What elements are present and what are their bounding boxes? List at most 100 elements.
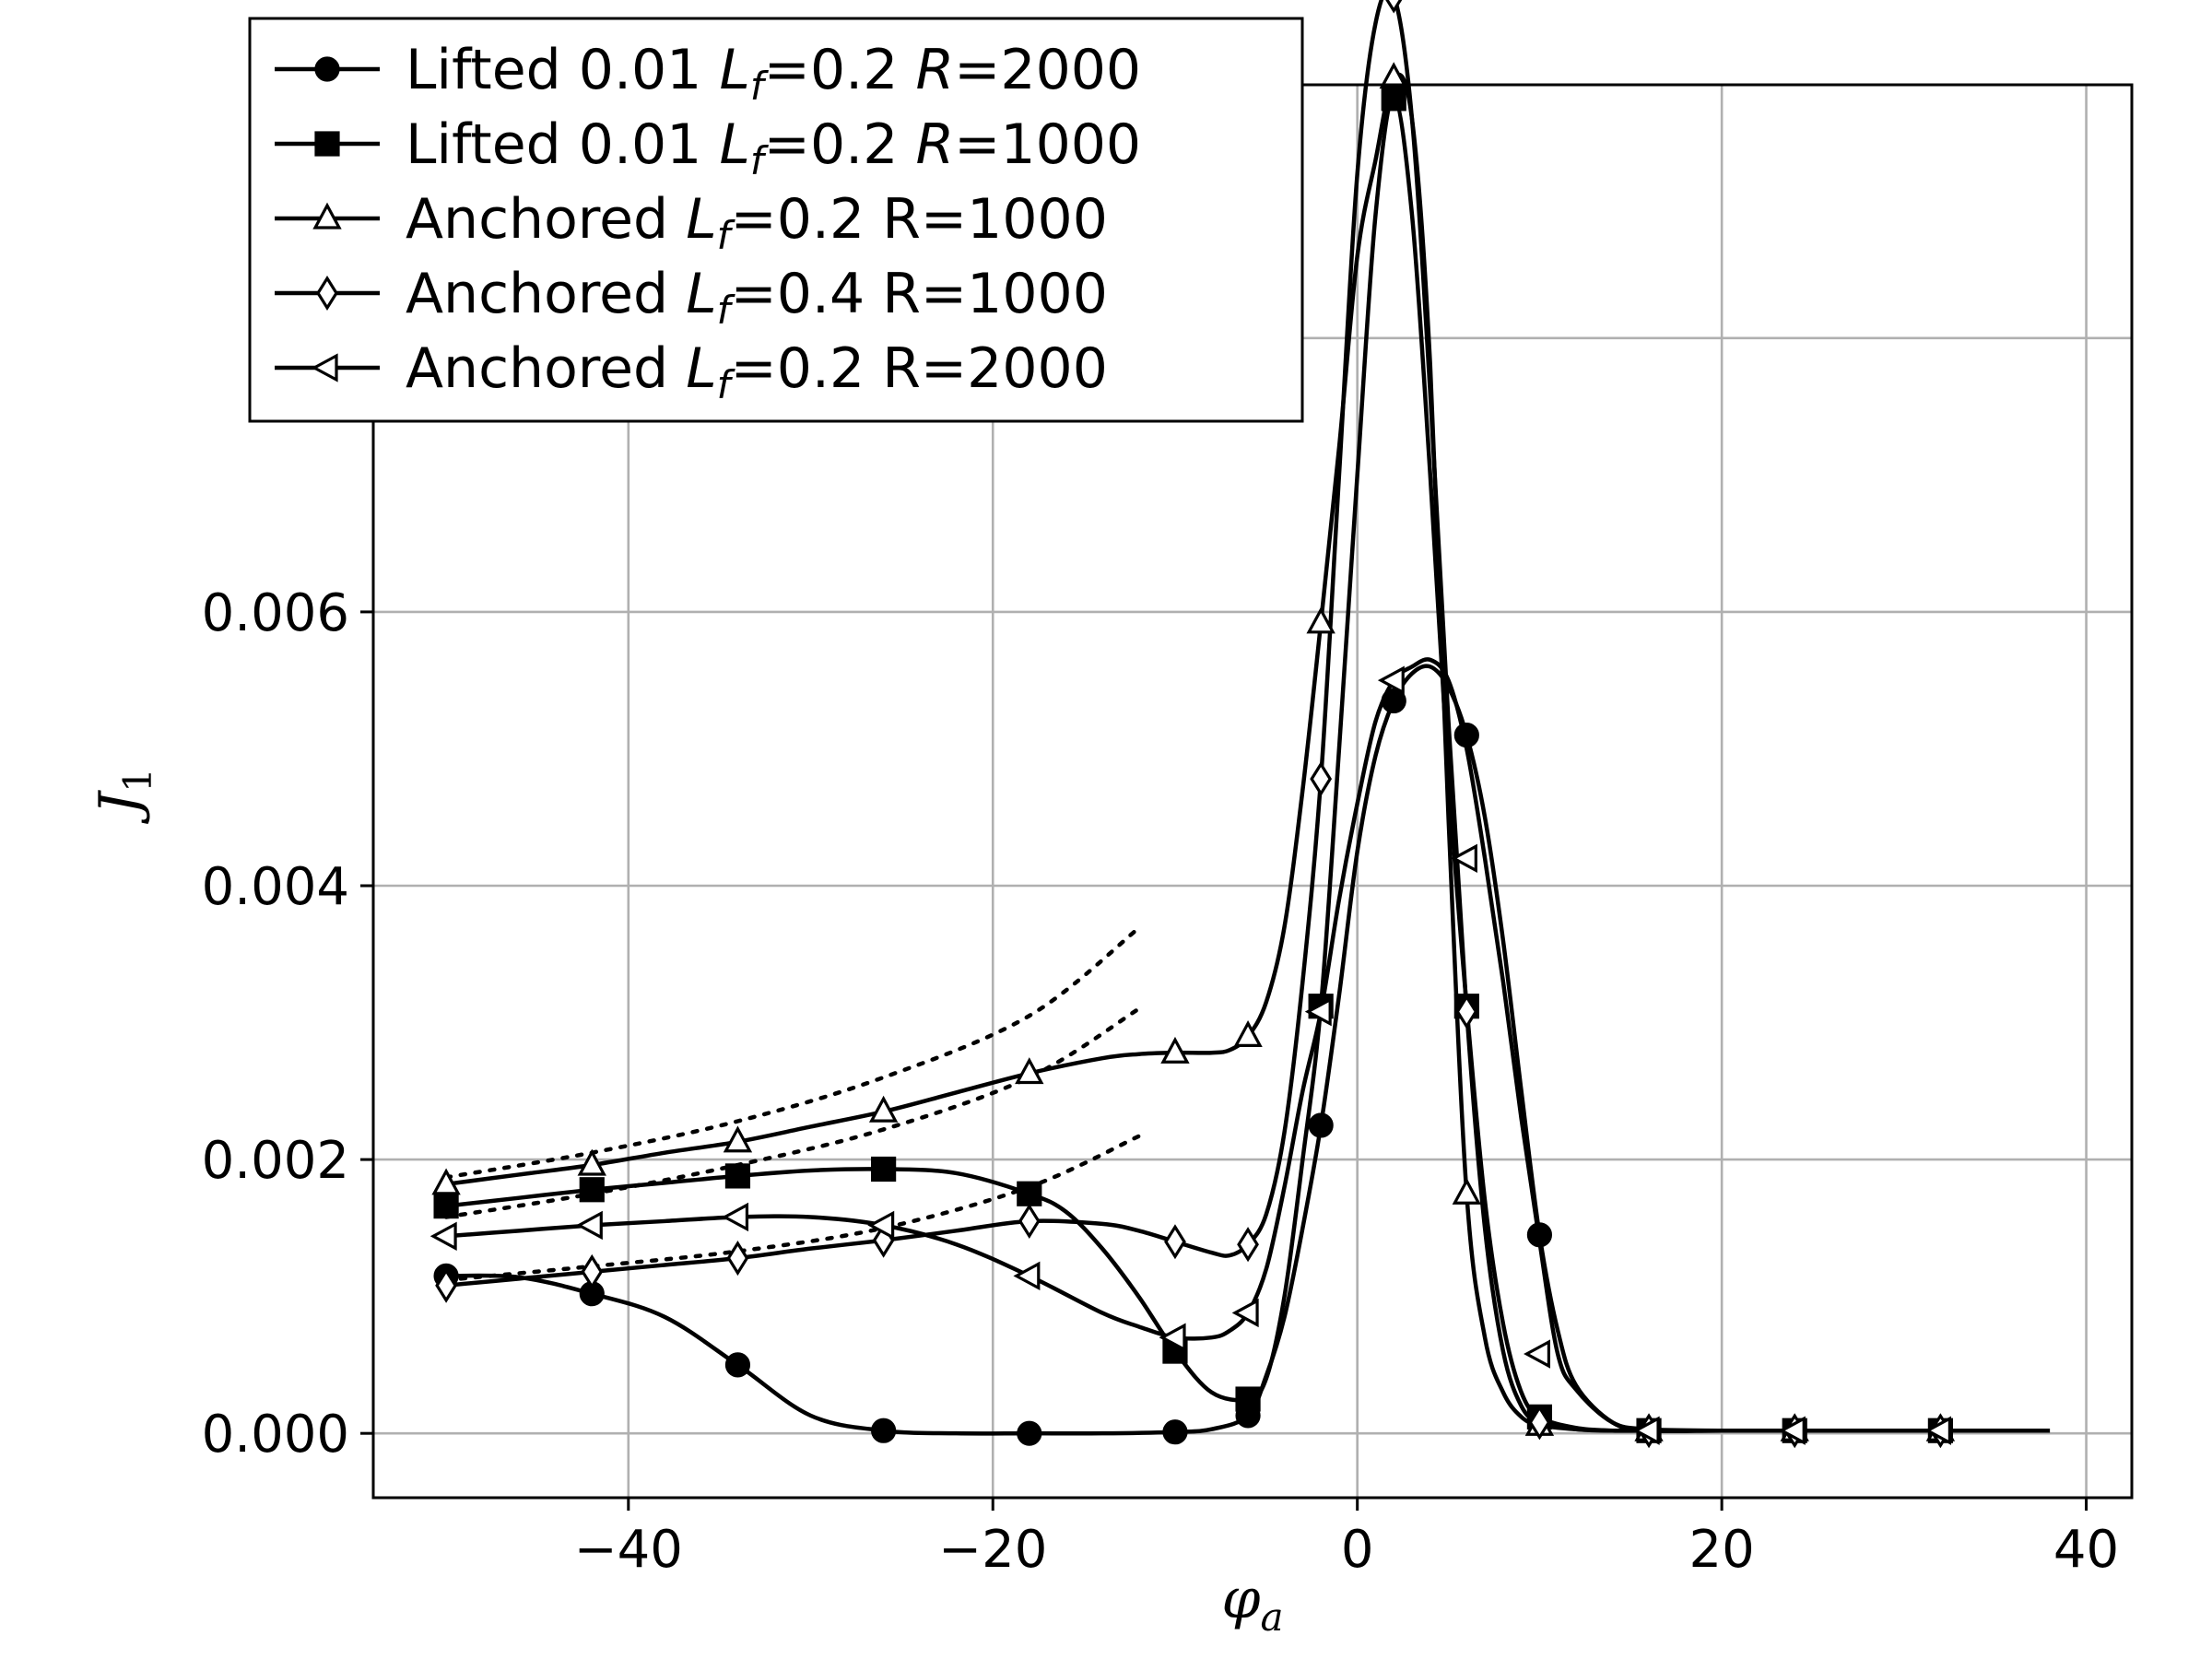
- y-axis-label-sub: 1: [115, 768, 160, 793]
- y-tick-label: 0.002: [202, 1131, 349, 1191]
- data-point-triangle-left: [1524, 1339, 1551, 1369]
- legend-marker-square: [314, 131, 340, 157]
- data-point-circle: [1526, 1222, 1553, 1248]
- data-point-circle: [1017, 1420, 1042, 1446]
- legend-text-part: Lifted 0.01: [406, 38, 719, 102]
- data-point-triangle-left: [1304, 996, 1332, 1027]
- y-tick-label: 0.000: [202, 1405, 349, 1465]
- x-tick-label: −40: [574, 1520, 683, 1580]
- legend-text-part: Anchored: [406, 262, 686, 326]
- data-point-circle: [1453, 722, 1479, 748]
- data-point-triangle-left: [1778, 1416, 1806, 1445]
- data-point-triangle-left: [1632, 1416, 1660, 1445]
- legend-entry: Anchored Lf=0.4 R=1000: [406, 262, 1108, 333]
- legend-text-part: =0.2: [764, 112, 916, 177]
- data-point-circle: [871, 1418, 897, 1443]
- data-point-diamond: [1528, 1405, 1551, 1441]
- data-point-diamond: [1385, 0, 1403, 14]
- legend-text-part: L: [719, 112, 749, 177]
- legend-marker-diamond: [316, 275, 338, 312]
- data-point-triangle-left: [1231, 1298, 1259, 1328]
- x-tick-label: 20: [1688, 1520, 1754, 1580]
- data-point-triangle-left: [1159, 1323, 1186, 1352]
- data-point-square: [579, 1177, 605, 1203]
- data-point-diamond: [435, 1267, 457, 1303]
- data-point-triangle-up: [868, 1095, 899, 1123]
- data-point-triangle-up: [1306, 606, 1335, 634]
- legend-text-part: =1000: [954, 112, 1141, 177]
- data-point-triangle-left: [1013, 1261, 1041, 1291]
- data-point-diamond: [1018, 1203, 1041, 1239]
- legend-text-part: L: [686, 187, 716, 252]
- legend-entry: Lifted 0.01 Lf=0.2 R=1000: [406, 112, 1141, 183]
- x-tick-label: 40: [2053, 1520, 2119, 1580]
- legend-text-part: R: [915, 38, 954, 102]
- data-point-triangle-up: [1015, 1057, 1044, 1085]
- series-line: [445, 657, 2051, 1433]
- x-axis-label-sub: a: [1260, 1594, 1283, 1640]
- legend-text-part: Anchored: [406, 187, 686, 252]
- series-markers: [429, 0, 1956, 1449]
- legend-marker-circle: [314, 56, 340, 82]
- data-point-circle: [724, 1352, 751, 1378]
- data-point-circle: [1381, 688, 1406, 714]
- x-axis-label-main: φ: [1221, 1567, 1260, 1631]
- legend-box: [248, 17, 1304, 423]
- legend-text-part: L: [719, 38, 749, 102]
- legend-marker-triangle-left: [311, 353, 338, 382]
- legend-entry: Anchored Lf=0.2 R=2000: [406, 336, 1108, 407]
- data-point-diamond: [1237, 1227, 1259, 1263]
- legend-text-part: L: [686, 262, 716, 326]
- data-point-triangle-left: [722, 1202, 749, 1232]
- legend-entry: Lifted 0.01 Lf=0.2 R=2000: [406, 38, 1141, 109]
- data-point-triangle-up: [1379, 62, 1408, 89]
- data-point-triangle-left: [1377, 665, 1405, 695]
- series-line: [445, 0, 2051, 1433]
- data-point-circle: [1162, 1419, 1188, 1445]
- data-point-triangle-left: [575, 1210, 603, 1241]
- x-tick-label: −20: [938, 1520, 1047, 1580]
- data-point-triangle-left: [867, 1210, 895, 1241]
- data-point-triangle-up: [1452, 1177, 1482, 1205]
- data-point-circle: [1308, 1112, 1334, 1138]
- legend-text-part: =0.2 R=1000: [730, 187, 1107, 252]
- data-point-triangle-up: [1233, 1020, 1263, 1047]
- legend-text-part: =0.4 R=1000: [730, 262, 1107, 326]
- legend-text-part: =0.2 R=2000: [730, 336, 1107, 401]
- legend-text-part: Anchored: [406, 336, 686, 401]
- legend-text-part: L: [686, 336, 716, 401]
- y-axis-label: J1: [88, 768, 160, 825]
- data-point-square: [724, 1163, 751, 1189]
- data-point-square: [871, 1156, 897, 1182]
- data-point-square: [433, 1193, 459, 1219]
- data-point-diamond: [1164, 1224, 1186, 1260]
- data-point-triangle-left: [1924, 1416, 1951, 1445]
- legend-text-part: Lifted 0.01: [406, 112, 719, 177]
- legend-entry: Anchored Lf=0.2 R=1000: [406, 187, 1108, 258]
- data-point-triangle-left: [429, 1221, 457, 1251]
- data-point-triangle-up: [723, 1125, 753, 1153]
- data-point-triangle-up: [431, 1168, 461, 1195]
- data-point-diamond: [1310, 761, 1333, 797]
- data-point-square: [1017, 1181, 1042, 1206]
- y-tick-label: 0.004: [202, 857, 349, 917]
- x-axis-label: φa: [1221, 1567, 1283, 1640]
- asymptote-curve: [443, 1134, 1141, 1283]
- data-point-square: [1235, 1386, 1261, 1412]
- series-line: [445, 96, 2051, 1433]
- legend-marker-triangle-up: [312, 202, 342, 229]
- y-axis-label-main: J: [88, 790, 152, 825]
- x-tick-label: 0: [1341, 1520, 1374, 1580]
- data-point-triangle-up: [577, 1148, 606, 1176]
- legend-text-part: =0.2: [764, 38, 916, 102]
- data-point-diamond: [726, 1241, 749, 1277]
- data-point-triangle-up: [1160, 1036, 1190, 1064]
- y-tick-label: 0.006: [202, 583, 349, 643]
- data-point-diamond: [581, 1253, 604, 1289]
- legend-text-part: R: [915, 112, 954, 177]
- asymptote-curve: [443, 925, 1141, 1180]
- data-point-diamond: [1455, 994, 1478, 1030]
